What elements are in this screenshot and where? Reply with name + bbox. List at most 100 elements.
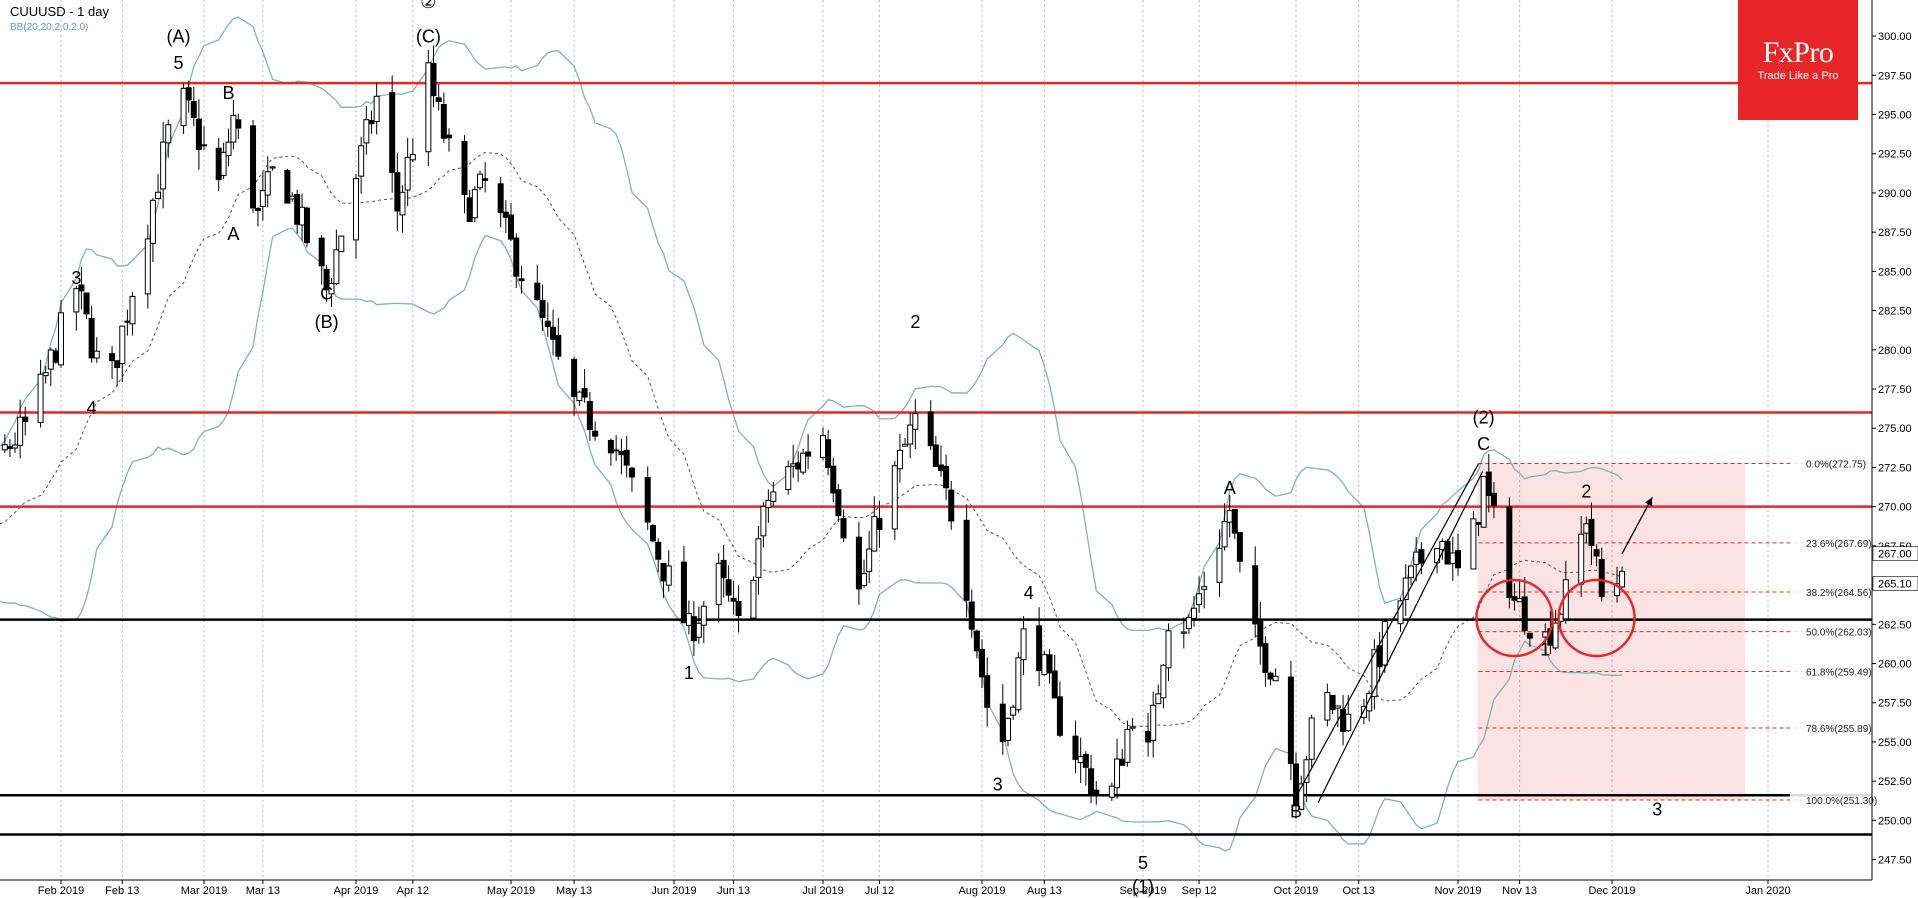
bearish-candle xyxy=(876,517,883,530)
bearish-candle xyxy=(1329,694,1336,710)
bullish-candle xyxy=(409,154,416,161)
wave-label: 5 xyxy=(1138,853,1148,873)
bearish-candle xyxy=(83,292,90,315)
x-tick-label: Feb 2019 xyxy=(38,885,84,897)
x-tick-label: Jan 2020 xyxy=(1745,885,1790,897)
y-tick-label: 257.50 xyxy=(1878,698,1912,710)
fib-label-background xyxy=(1790,664,1872,678)
wave-label: A xyxy=(1224,478,1236,498)
bullish-candle xyxy=(1449,552,1456,564)
bullish-candle xyxy=(42,372,49,377)
bullish-candle xyxy=(891,465,898,530)
bullish-candle xyxy=(37,373,44,423)
bearish-candle xyxy=(805,451,812,457)
x-tick-label: Nov 13 xyxy=(1502,885,1537,897)
bearish-candle xyxy=(502,211,509,218)
bearish-candle xyxy=(1267,672,1274,680)
y-tick-label: 277.50 xyxy=(1878,384,1912,396)
x-tick-label: Jun 13 xyxy=(717,885,750,897)
bearish-candle xyxy=(1088,768,1095,796)
bearish-candle xyxy=(968,601,975,630)
annotations xyxy=(1295,463,1653,804)
bullish-candle xyxy=(230,114,237,143)
y-tick-label: 260.00 xyxy=(1878,659,1912,671)
bearish-candle xyxy=(368,120,375,125)
x-tick-label: May 13 xyxy=(556,885,592,897)
bearish-candle xyxy=(725,579,732,596)
bullish-candle xyxy=(1196,593,1203,606)
bullish-candle xyxy=(289,195,296,200)
candles xyxy=(1,45,1626,819)
bearish-candle xyxy=(795,462,802,470)
highlight-circle xyxy=(1557,578,1636,658)
bollinger-upper-band xyxy=(0,16,1623,632)
wave-label: C xyxy=(1477,434,1490,454)
fxpro-logo[interactable]: FxPro Trade Like a Pro xyxy=(1738,0,1858,120)
bearish-candle xyxy=(613,449,620,452)
bullish-candle xyxy=(861,573,868,586)
bearish-candle xyxy=(1490,492,1497,507)
bearish-candle xyxy=(1376,645,1383,668)
x-tick-label: Oct 2019 xyxy=(1274,885,1319,897)
x-tick-label: Mar 2019 xyxy=(181,885,227,897)
bearish-candle xyxy=(1046,654,1053,674)
y-tick-label: 270.00 xyxy=(1878,502,1912,514)
wave-label: ② xyxy=(420,0,436,12)
bearish-candle xyxy=(446,134,452,139)
y-tick-label: 282.50 xyxy=(1878,306,1912,318)
bearish-candle xyxy=(284,170,291,204)
bullish-candle xyxy=(17,416,24,446)
bearish-candle xyxy=(6,446,13,449)
x-tick-label: Oct 13 xyxy=(1343,885,1375,897)
projection-arrow-line xyxy=(1621,496,1653,555)
bearish-candle xyxy=(440,104,447,139)
bearish-candle xyxy=(1287,676,1294,764)
bullish-candle xyxy=(1221,521,1228,548)
bearish-candle xyxy=(52,350,59,363)
bullish-candle xyxy=(58,312,64,366)
bullish-candle xyxy=(1324,692,1331,721)
fib-level-label: 23.6%(267.69) xyxy=(1806,539,1872,550)
x-tick-label: Mar 13 xyxy=(246,885,280,897)
bearish-candle xyxy=(586,401,593,431)
bearish-candle xyxy=(1475,522,1482,525)
bearish-candle xyxy=(984,675,991,708)
bearish-candle xyxy=(195,118,202,150)
bearish-candle xyxy=(690,616,697,642)
bullish-candle xyxy=(93,350,100,359)
bearish-candle xyxy=(518,278,525,282)
bullish-candle xyxy=(129,295,136,325)
bullish-candle xyxy=(1413,551,1420,565)
bearish-candle xyxy=(680,561,687,624)
bearish-candle xyxy=(482,178,489,181)
bullish-candle xyxy=(1114,758,1121,789)
bullish-candle xyxy=(333,249,340,285)
bearish-candle xyxy=(1526,632,1533,639)
x-tick-label: Aug 13 xyxy=(1027,885,1062,897)
trendline-channel xyxy=(1317,471,1484,804)
bearish-candle xyxy=(830,465,837,494)
x-tick-label: Jul 12 xyxy=(865,885,894,897)
bullish-candle xyxy=(1216,547,1223,583)
bullish-candle xyxy=(353,178,359,241)
wave-label: 2 xyxy=(1581,481,1591,501)
bearish-candle xyxy=(825,439,832,468)
wave-label: 5 xyxy=(173,53,183,73)
fib-label-background xyxy=(1790,721,1872,734)
bullish-candle xyxy=(1201,586,1208,590)
bearish-candle xyxy=(1418,549,1425,564)
bearish-candle xyxy=(1236,532,1243,562)
bullish-candle xyxy=(264,171,271,196)
bullish-candle xyxy=(866,548,873,572)
bullish-candle xyxy=(1480,476,1487,528)
y-tick-label: 250.00 xyxy=(1878,815,1912,827)
price-label-box xyxy=(1872,546,1918,562)
bullish-candle xyxy=(1191,607,1197,619)
bearish-candle xyxy=(430,62,437,97)
bearish-candle xyxy=(581,388,588,398)
wave-label: B xyxy=(1290,801,1302,821)
bullish-candle xyxy=(1298,783,1305,810)
bullish-candle xyxy=(1619,570,1626,588)
bullish-candle xyxy=(1129,726,1136,729)
x-tick-label: Apr 12 xyxy=(397,885,429,897)
